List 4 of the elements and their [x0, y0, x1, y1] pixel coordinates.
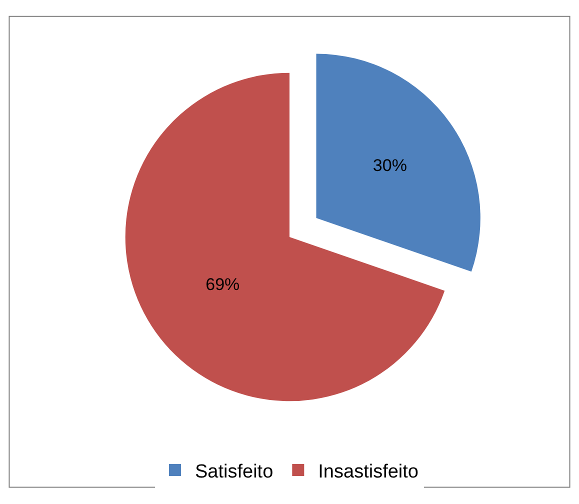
data-label: 30%: [372, 156, 407, 175]
legend-label: Insastisfeito: [318, 461, 418, 482]
data-label: 69%: [206, 275, 240, 294]
legend-label: Satisfeito: [195, 461, 274, 482]
